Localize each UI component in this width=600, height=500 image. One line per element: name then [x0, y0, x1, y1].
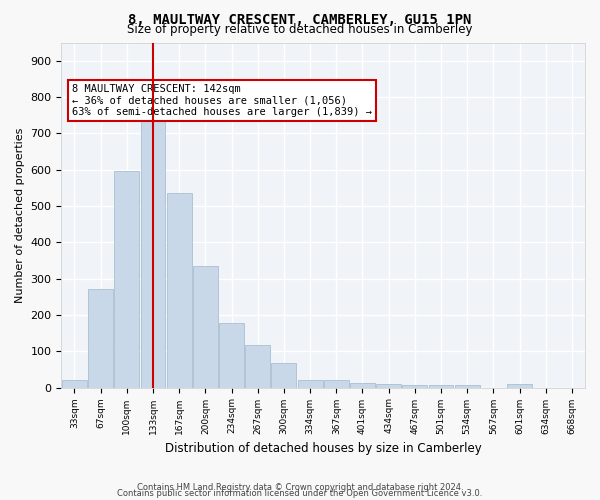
Bar: [62, 380, 87, 388]
Bar: [403, 384, 427, 388]
Y-axis label: Number of detached properties: Number of detached properties: [15, 128, 25, 302]
Bar: [324, 380, 349, 388]
Bar: [376, 384, 401, 388]
Text: 8, MAULTWAY CRESCENT, CAMBERLEY, GU15 1PN: 8, MAULTWAY CRESCENT, CAMBERLEY, GU15 1P…: [128, 12, 472, 26]
Bar: [507, 384, 532, 388]
Text: 8 MAULTWAY CRESCENT: 142sqm
← 36% of detached houses are smaller (1,056)
63% of : 8 MAULTWAY CRESCENT: 142sqm ← 36% of det…: [72, 84, 372, 117]
Text: Contains HM Land Registry data © Crown copyright and database right 2024.: Contains HM Land Registry data © Crown c…: [137, 484, 463, 492]
Bar: [428, 385, 454, 388]
X-axis label: Distribution of detached houses by size in Camberley: Distribution of detached houses by size …: [165, 442, 482, 455]
Bar: [219, 323, 244, 388]
Bar: [88, 290, 113, 388]
Text: Size of property relative to detached houses in Camberley: Size of property relative to detached ho…: [127, 22, 473, 36]
Text: Contains public sector information licensed under the Open Government Licence v3: Contains public sector information licen…: [118, 490, 482, 498]
Bar: [167, 193, 191, 388]
Bar: [455, 386, 479, 388]
Bar: [350, 383, 375, 388]
Bar: [245, 344, 270, 388]
Bar: [298, 380, 323, 388]
Bar: [140, 119, 166, 388]
Bar: [115, 172, 139, 388]
Bar: [193, 266, 218, 388]
Bar: [271, 363, 296, 388]
